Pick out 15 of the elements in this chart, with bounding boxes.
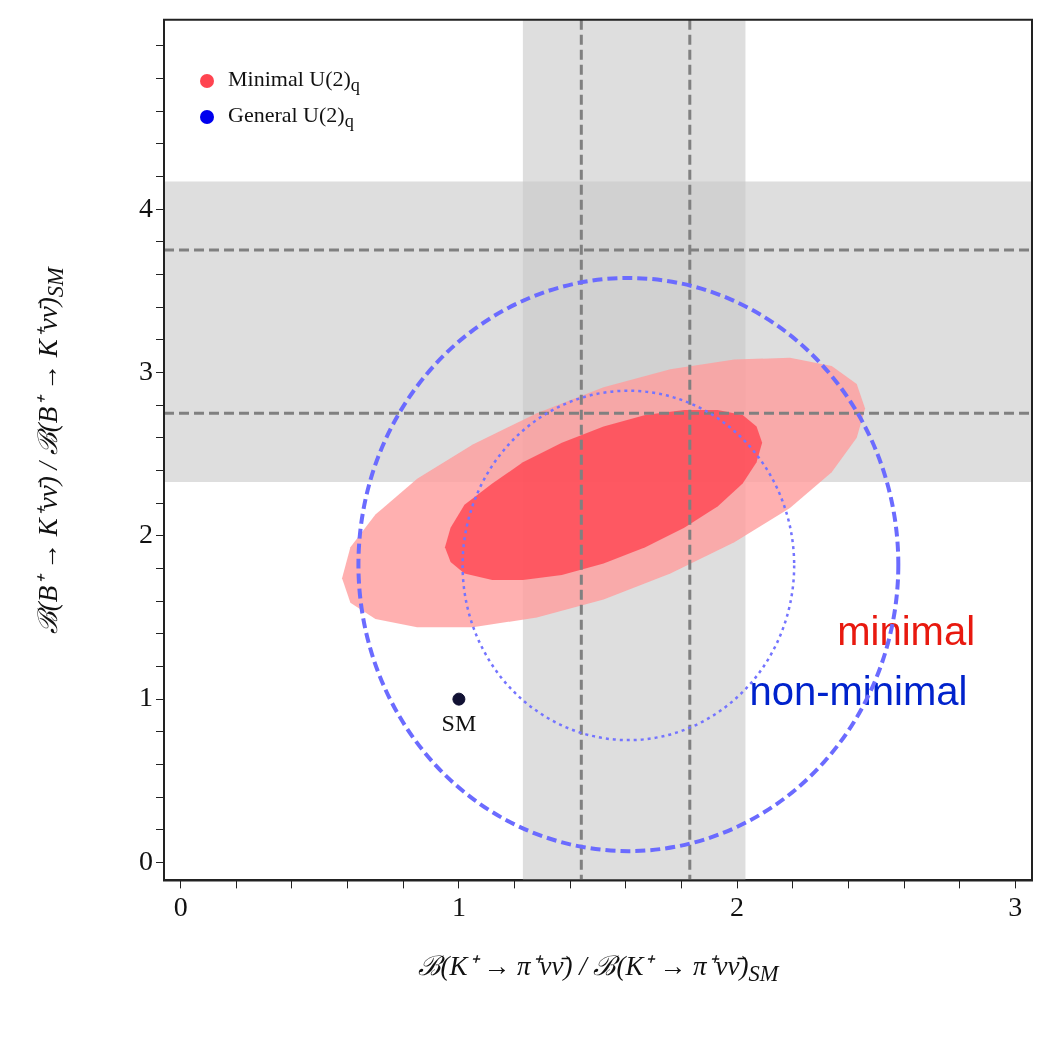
y-tick-label: 2	[139, 518, 153, 550]
annotation: SM	[441, 710, 477, 737]
x-tick-label: 1	[451, 890, 466, 922]
annotation: minimal	[837, 608, 976, 653]
legend-label: Minimal U(2)$_{q}$	[228, 65, 360, 97]
annotation: General U(2)$_{q}$	[228, 102, 354, 133]
x-tick-label: 2	[730, 890, 745, 922]
y-tick-label: 3	[139, 354, 153, 386]
x-tick-label: 3	[1008, 890, 1023, 922]
y-tick-label: 0	[139, 844, 153, 876]
x-axis-title: ℬ(K⁺ → π⁺νν̄) / ℬ(K⁺ → π⁺νν̄)$_{SM}$	[416, 950, 781, 988]
x-tick-label: 0	[173, 890, 188, 922]
annotation: non-minimal	[749, 668, 968, 713]
y-tick-label: 1	[139, 681, 153, 713]
y-tick-label: 4	[139, 191, 153, 223]
